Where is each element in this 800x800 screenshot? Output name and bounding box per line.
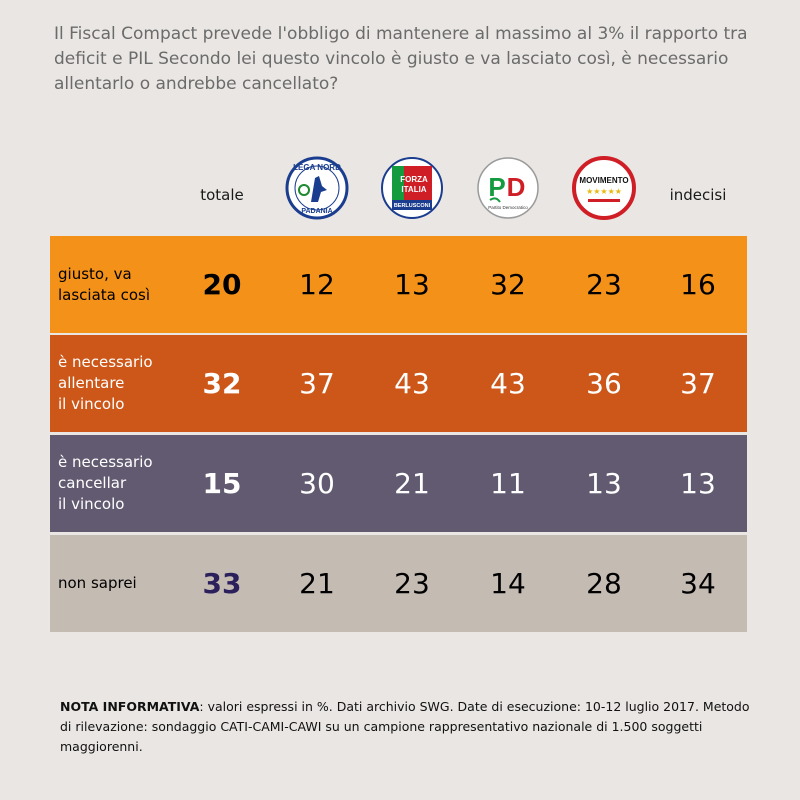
logo-pd-letter-p: P: [488, 172, 505, 202]
pd-logo: P D Partito Democratico: [476, 156, 540, 220]
cell-pd: 32: [490, 268, 526, 301]
logo-m5s-stars: ★★★★★: [586, 187, 622, 196]
cell-totale: 32: [202, 367, 242, 400]
cell-pd: 11: [490, 467, 526, 500]
logo-pd-subtitle: Partito Democratico: [488, 205, 528, 210]
row-label: non saprei: [58, 574, 137, 592]
cell-lega: 12: [299, 268, 335, 301]
table-row: giusto, va lasciata così 20 12 13 32 23 16: [50, 236, 747, 333]
column-header-indecisi: indecisi: [669, 186, 727, 204]
logo-lega-text-bottom: PADANIA: [301, 208, 332, 215]
note-title: NOTA INFORMATIVA: [60, 699, 200, 714]
logo-lega-text-top: LEGA NORD: [293, 163, 341, 172]
cell-totale: 20: [202, 268, 242, 301]
cell-m5s: 36: [586, 367, 622, 400]
cell-forza: 13: [394, 268, 430, 301]
cell-indecisi: 37: [680, 367, 716, 400]
logo-m5s-text: MOVIMENTO: [579, 176, 628, 185]
lega-nord-logo: LEGA NORD PADANIA: [285, 156, 349, 220]
note-text: : valori espressi in %. Dati archivio SW…: [60, 699, 750, 754]
cell-forza: 43: [394, 367, 430, 400]
m5s-logo: MOVIMENTO ★★★★★: [572, 156, 636, 220]
cell-forza: 21: [394, 467, 430, 500]
row-label: è necessario allentare il vincolo: [58, 353, 153, 413]
table-row: non saprei 33 21 23 14 28 34: [50, 535, 747, 632]
cell-m5s: 28: [586, 567, 622, 600]
row-label: giusto, va lasciata così: [58, 264, 151, 304]
column-header-totale: totale: [200, 186, 244, 204]
logo-forza-text-1: FORZA: [400, 175, 428, 184]
cell-pd: 14: [490, 567, 526, 600]
cell-pd: 43: [490, 367, 526, 400]
methodology-note: NOTA INFORMATIVA: valori espressi in %. …: [60, 697, 760, 757]
logo-forza-text-3: BERLUSCONI: [394, 203, 431, 209]
logo-forza-text-2: ITALIA: [401, 185, 426, 194]
forza-italia-logo: FORZA ITALIA BERLUSCONI: [380, 156, 444, 220]
cell-forza: 23: [394, 567, 430, 600]
cell-m5s: 13: [586, 467, 622, 500]
cell-lega: 30: [299, 467, 335, 500]
cell-indecisi: 16: [680, 268, 716, 301]
cell-indecisi: 34: [680, 567, 716, 600]
cell-totale: 33: [202, 567, 242, 600]
table-header: totale LEGA NORD PADANIA FORZA ITALIA BERLUSC…: [50, 150, 747, 236]
cell-indecisi: 13: [680, 467, 716, 500]
cell-m5s: 23: [586, 268, 622, 301]
cell-totale: 15: [202, 467, 242, 500]
table-row: è necessario allentare il vincolo 32 37 43 4…: [50, 335, 747, 432]
cell-lega: 37: [299, 367, 335, 400]
row-label: è necessario cancellar il vincolo: [58, 453, 153, 513]
cell-lega: 21: [299, 567, 335, 600]
question-text: Il Fiscal Compact prevede l'obbligo di m…: [54, 24, 748, 94]
logo-pd-letter-d: D: [507, 172, 526, 202]
table-row: è necessario cancellar il vincolo 15 30 21 1…: [50, 435, 747, 532]
